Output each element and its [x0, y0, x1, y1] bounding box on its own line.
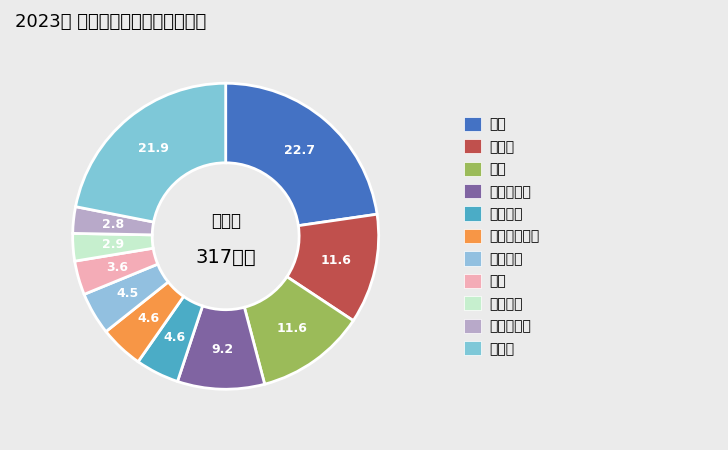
Wedge shape: [226, 83, 377, 225]
Text: 21.9: 21.9: [138, 142, 169, 155]
Text: 4.6: 4.6: [137, 312, 159, 325]
Wedge shape: [75, 248, 158, 294]
Text: 3.6: 3.6: [106, 261, 127, 274]
Legend: 米国, ドイツ, 中国, デンマーク, ベルギー, オーストリア, オランダ, 韓国, フランス, フィリピン, その他: 米国, ドイツ, 中国, デンマーク, ベルギー, オーストリア, オランダ, …: [459, 111, 545, 361]
Text: 4.5: 4.5: [117, 287, 139, 300]
Text: 317億円: 317億円: [195, 248, 256, 267]
Text: 2.9: 2.9: [102, 238, 124, 251]
Text: 2.8: 2.8: [102, 218, 124, 231]
Text: 22.7: 22.7: [284, 144, 315, 157]
Text: 4.6: 4.6: [164, 331, 186, 344]
Text: 2023年 輸出相手国のシェア（％）: 2023年 輸出相手国のシェア（％）: [15, 14, 206, 32]
Wedge shape: [106, 282, 183, 362]
Wedge shape: [73, 207, 154, 235]
Wedge shape: [178, 306, 265, 389]
Wedge shape: [73, 234, 153, 261]
Text: 総　額: 総 額: [210, 212, 241, 230]
Text: 11.6: 11.6: [276, 322, 307, 335]
Wedge shape: [245, 277, 353, 384]
Text: 9.2: 9.2: [211, 343, 233, 356]
Wedge shape: [84, 264, 168, 332]
Wedge shape: [76, 83, 226, 222]
Text: 11.6: 11.6: [321, 254, 352, 267]
Wedge shape: [138, 297, 202, 382]
Wedge shape: [287, 214, 379, 321]
